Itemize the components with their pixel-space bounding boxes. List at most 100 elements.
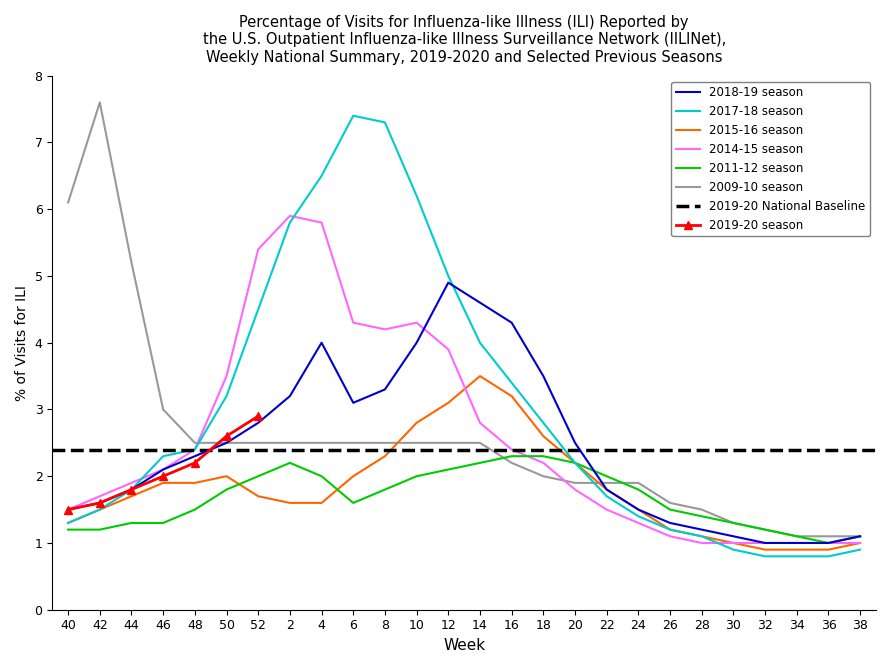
- 2018-19 season: [697, 526, 707, 534]
- 2011-12 season: [347, 499, 358, 507]
- 2019-20 season: [253, 412, 264, 420]
- 2009-10 season: [316, 439, 327, 447]
- 2011-12 season: [253, 472, 264, 480]
- 2014-15 season: [380, 325, 390, 333]
- 2011-12 season: [569, 459, 580, 467]
- 2009-10 season: [538, 472, 549, 480]
- 2014-15 season: [601, 506, 612, 514]
- 2015-16 season: [221, 472, 232, 480]
- 2018-19 season: [475, 299, 486, 307]
- 2018-19 season: [158, 466, 168, 474]
- Line: 2017-18 season: 2017-18 season: [68, 116, 860, 556]
- 2009-10 season: [94, 98, 105, 106]
- 2019-20 season: [62, 506, 73, 514]
- 2011-12 season: [791, 532, 802, 540]
- 2011-12 season: [62, 526, 73, 534]
- 2019-20 National Baseline: [94, 446, 105, 454]
- 2014-15 season: [760, 539, 771, 547]
- 2009-10 season: [412, 439, 422, 447]
- 2009-10 season: [791, 532, 802, 540]
- 2015-16 season: [823, 546, 834, 554]
- 2017-18 season: [253, 305, 264, 313]
- 2014-15 season: [506, 446, 517, 454]
- 2017-18 season: [697, 532, 707, 540]
- 2018-19 season: [760, 539, 771, 547]
- 2011-12 season: [190, 506, 200, 514]
- 2019-20 season: [221, 432, 232, 440]
- 2015-16 season: [380, 452, 390, 460]
- Y-axis label: % of Visits for ILI: % of Visits for ILI: [15, 285, 29, 401]
- 2017-18 season: [284, 218, 295, 226]
- 2014-15 season: [728, 539, 739, 547]
- 2009-10 season: [601, 479, 612, 487]
- 2018-19 season: [412, 339, 422, 347]
- 2019-20 season: [94, 499, 105, 507]
- X-axis label: Week: Week: [443, 638, 486, 653]
- 2017-18 season: [127, 486, 137, 494]
- 2017-18 season: [569, 459, 580, 467]
- 2018-19 season: [854, 532, 865, 540]
- 2018-19 season: [62, 506, 73, 514]
- 2018-19 season: [569, 439, 580, 447]
- 2015-16 season: [728, 539, 739, 547]
- 2009-10 season: [823, 532, 834, 540]
- 2014-15 season: [538, 459, 549, 467]
- Line: 2018-19 season: 2018-19 season: [68, 283, 860, 543]
- 2011-12 season: [412, 472, 422, 480]
- 2019-20 National Baseline: [62, 446, 73, 454]
- 2017-18 season: [94, 506, 105, 514]
- 2017-18 season: [760, 552, 771, 560]
- 2011-12 season: [443, 466, 454, 474]
- 2011-12 season: [854, 532, 865, 540]
- 2014-15 season: [475, 419, 486, 427]
- 2009-10 season: [190, 439, 200, 447]
- 2014-15 season: [221, 372, 232, 380]
- 2009-10 season: [253, 439, 264, 447]
- 2018-19 season: [380, 385, 390, 393]
- 2011-12 season: [127, 519, 137, 527]
- 2011-12 season: [316, 472, 327, 480]
- 2014-15 season: [62, 506, 73, 514]
- Line: 2015-16 season: 2015-16 season: [68, 376, 860, 550]
- 2015-16 season: [94, 506, 105, 514]
- 2017-18 season: [412, 192, 422, 200]
- 2015-16 season: [569, 459, 580, 467]
- 2015-16 season: [475, 372, 486, 380]
- 2009-10 season: [506, 459, 517, 467]
- 2011-12 season: [697, 512, 707, 520]
- 2015-16 season: [412, 419, 422, 427]
- Title: Percentage of Visits for Influenza-like Illness (ILI) Reported by
the U.S. Outpa: Percentage of Visits for Influenza-like …: [202, 15, 726, 65]
- 2017-18 season: [506, 379, 517, 387]
- 2018-19 season: [665, 519, 675, 527]
- 2009-10 season: [347, 439, 358, 447]
- Line: 2011-12 season: 2011-12 season: [68, 456, 860, 543]
- 2015-16 season: [601, 486, 612, 494]
- 2009-10 season: [665, 499, 675, 507]
- 2018-19 season: [94, 499, 105, 507]
- 2011-12 season: [728, 519, 739, 527]
- 2017-18 season: [728, 546, 739, 554]
- 2014-15 season: [854, 539, 865, 547]
- 2017-18 season: [601, 492, 612, 500]
- 2014-15 season: [190, 446, 200, 454]
- 2019-20 season: [190, 459, 200, 467]
- 2015-16 season: [854, 539, 865, 547]
- 2017-18 season: [665, 526, 675, 534]
- 2009-10 season: [760, 526, 771, 534]
- 2018-19 season: [221, 439, 232, 447]
- 2009-10 season: [697, 506, 707, 514]
- 2018-19 season: [728, 532, 739, 540]
- 2015-16 season: [316, 499, 327, 507]
- 2015-16 season: [791, 546, 802, 554]
- 2018-19 season: [127, 486, 137, 494]
- 2011-12 season: [538, 452, 549, 460]
- 2009-10 season: [475, 439, 486, 447]
- 2017-18 season: [475, 339, 486, 347]
- 2015-16 season: [538, 432, 549, 440]
- 2018-19 season: [253, 419, 264, 427]
- 2014-15 season: [569, 486, 580, 494]
- 2014-15 season: [253, 245, 264, 253]
- 2014-15 season: [94, 492, 105, 500]
- 2011-12 season: [760, 526, 771, 534]
- 2018-19 season: [791, 539, 802, 547]
